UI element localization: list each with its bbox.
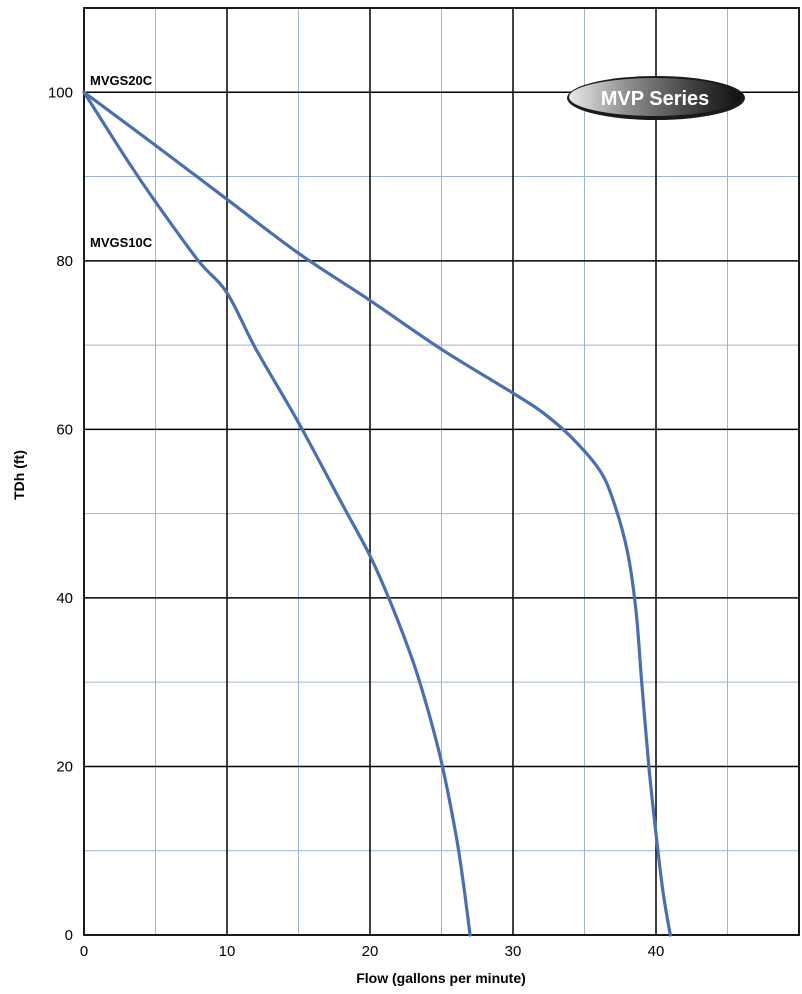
x-tick-label: 10 [219,943,236,960]
x-tick-label: 40 [648,943,665,960]
badge-text: MVP Series [601,88,710,110]
series-line-mvgs20c [82,90,672,937]
mvp-series-badge: MVP Series [567,76,745,120]
y-axis-title: TDh (ft) [11,450,27,500]
series-layer [82,90,672,937]
series-line-mvgs10c [82,90,472,937]
y-tick-label: 100 [48,84,73,101]
y-tick-label: 80 [56,253,73,270]
y-tick-label: 0 [65,927,73,944]
major-grid [83,7,800,936]
x-tick-label: 20 [362,943,379,960]
series-label-mvgs20c: MVGS20C [90,73,153,88]
y-tick-label: 60 [56,421,73,438]
x-tick-label: 0 [80,943,88,960]
y-tick-labels: 0 20 40 60 80 100 [48,84,73,944]
y-tick-label: 20 [56,758,73,775]
x-axis-title: Flow (gallons per minute) [356,970,526,986]
x-tick-labels: 0 10 20 30 40 [80,943,665,960]
x-tick-label: 30 [505,943,522,960]
badge-ellipse [569,78,741,116]
y-tick-label: 40 [56,590,73,607]
minor-grid [84,8,799,935]
plot-frame [83,7,800,936]
series-labels: MVGS20C MVGS10C [90,73,153,250]
series-label-mvgs10c: MVGS10C [90,235,153,250]
